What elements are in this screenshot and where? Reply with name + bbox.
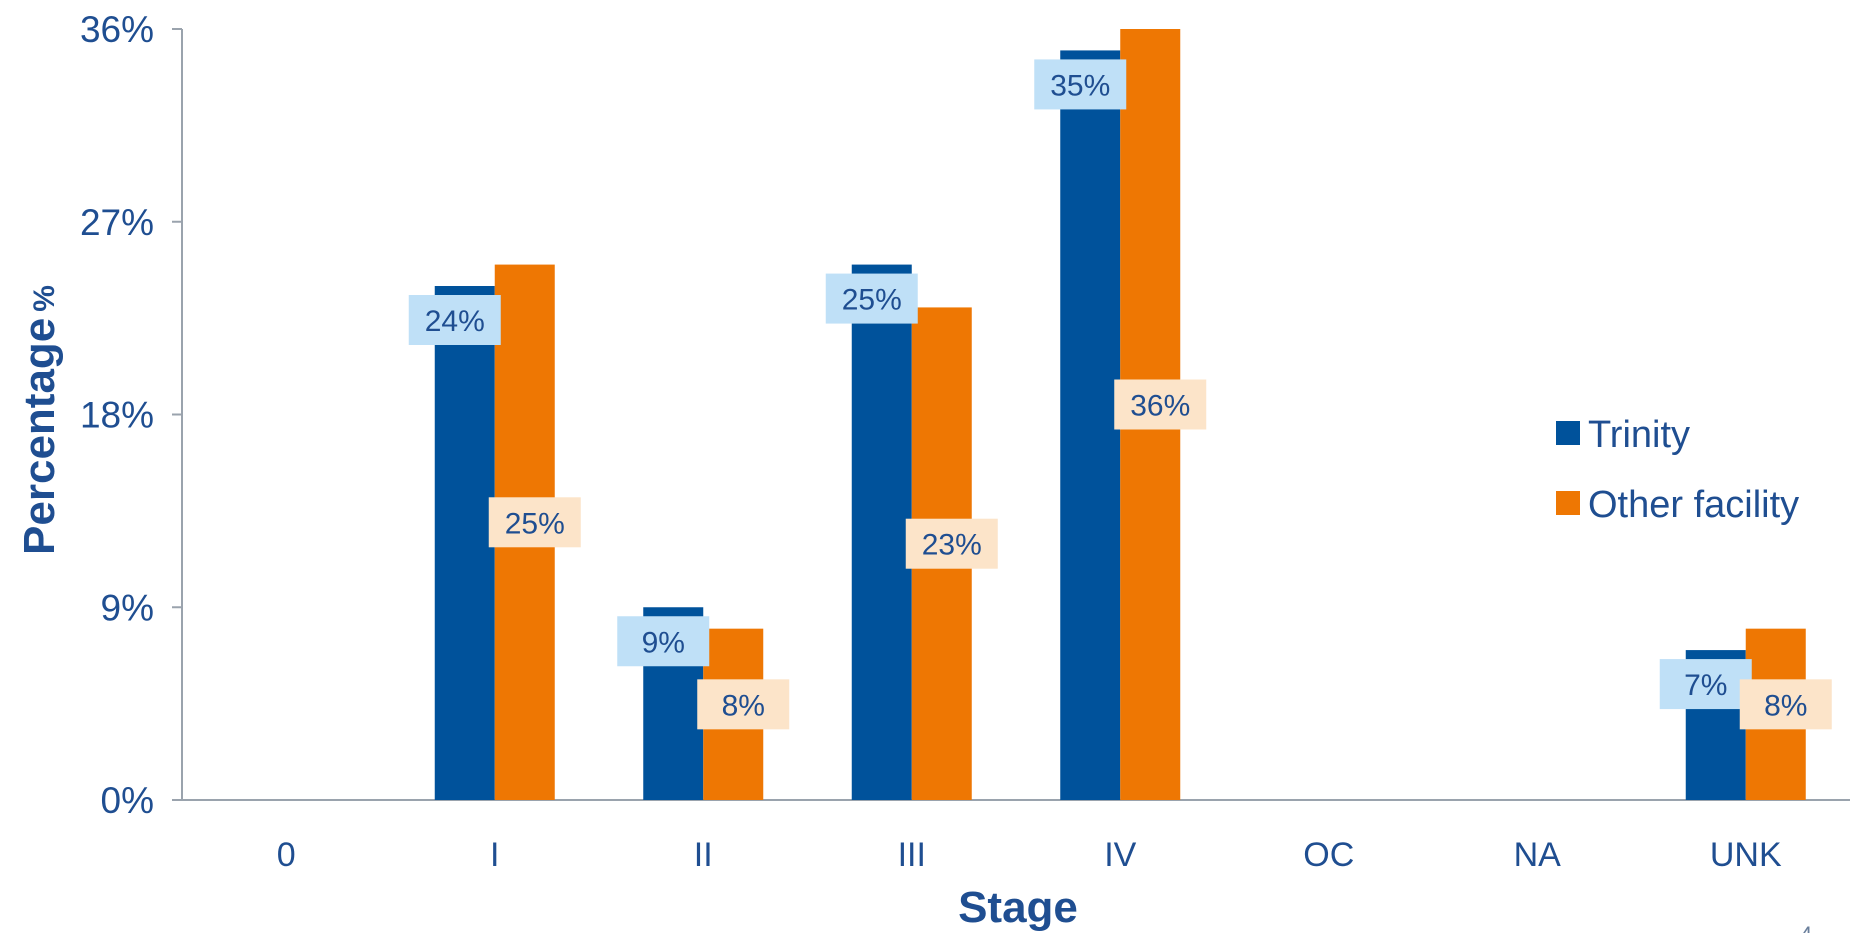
y-tick-label: 36%	[80, 9, 154, 50]
x-axis-title: Stage	[958, 883, 1078, 932]
x-axis-categories: 0 I II III IV OC NA UNK	[277, 836, 1782, 874]
data-label-box	[488, 497, 581, 548]
data-label-text: 25%	[505, 507, 565, 540]
data-label: 25%	[488, 497, 581, 548]
data-label-text: 8%	[722, 689, 765, 722]
data-label: 35%	[1034, 59, 1127, 110]
data-label-box	[1739, 679, 1832, 730]
data-label-box	[825, 273, 918, 324]
legend-label-trinity: Trinity	[1588, 414, 1690, 456]
x-tick-label: NA	[1514, 836, 1562, 874]
data-label: 36%	[1114, 379, 1207, 430]
data-label: 8%	[1739, 679, 1832, 730]
bar-trinity-i	[434, 286, 495, 800]
x-tick-label: IV	[1104, 836, 1136, 874]
legend: Trinity Other facility	[1556, 414, 1799, 526]
legend-label-other-facility: Other facility	[1588, 484, 1799, 526]
data-label-box	[905, 518, 998, 569]
x-tick-label: 0	[277, 836, 296, 874]
x-tick-label: I	[490, 836, 499, 874]
legend-swatch-trinity	[1556, 421, 1580, 445]
data-label: 24%	[408, 295, 501, 345]
y-axis-title-unit: %	[28, 285, 61, 312]
data-label: 9%	[617, 616, 710, 667]
data-label-text: 8%	[1764, 689, 1807, 722]
y-tick-label: 27%	[80, 202, 154, 243]
data-label-text: 23%	[922, 529, 982, 562]
data-label-text: 36%	[1130, 390, 1190, 423]
data-label: 23%	[905, 518, 998, 569]
x-tick-label: III	[898, 836, 926, 874]
y-tick-label: 9%	[101, 587, 154, 628]
y-axis-title-main: Percentage	[15, 318, 64, 555]
x-tick-label: UNK	[1710, 836, 1782, 874]
data-label-text: 7%	[1684, 669, 1727, 702]
data-label-text: 35%	[1050, 69, 1110, 102]
bar-trinity-iv	[1060, 50, 1121, 800]
data-label-box	[1659, 659, 1752, 710]
data-label-box	[408, 295, 501, 345]
y-axis-title: Percentage%	[15, 285, 64, 555]
data-label-text: 24%	[425, 305, 485, 338]
data-label-box	[617, 616, 710, 667]
data-label: 7%	[1659, 659, 1752, 710]
data-label-box	[1034, 59, 1127, 110]
data-labels: 24% 25% 9% 8% 25% 23% 35% 36% 7% 8%	[408, 59, 1832, 730]
legend-swatch-other-facility	[1556, 491, 1580, 515]
x-tick-label: OC	[1303, 836, 1354, 874]
data-label-text: 25%	[842, 284, 902, 317]
y-axis-ticks: 0% 9% 18% 27% 36%	[80, 9, 182, 821]
data-label-text: 9%	[642, 626, 685, 659]
data-label: 8%	[697, 679, 790, 730]
data-label-box	[1114, 379, 1207, 430]
bar-trinity-iii	[851, 264, 912, 800]
page-number: 4	[1800, 922, 1812, 933]
y-tick-label: 18%	[80, 395, 154, 436]
data-label: 25%	[825, 273, 918, 324]
y-tick-label: 0%	[101, 780, 154, 821]
x-tick-label: II	[694, 836, 713, 874]
data-label-box	[697, 679, 790, 730]
